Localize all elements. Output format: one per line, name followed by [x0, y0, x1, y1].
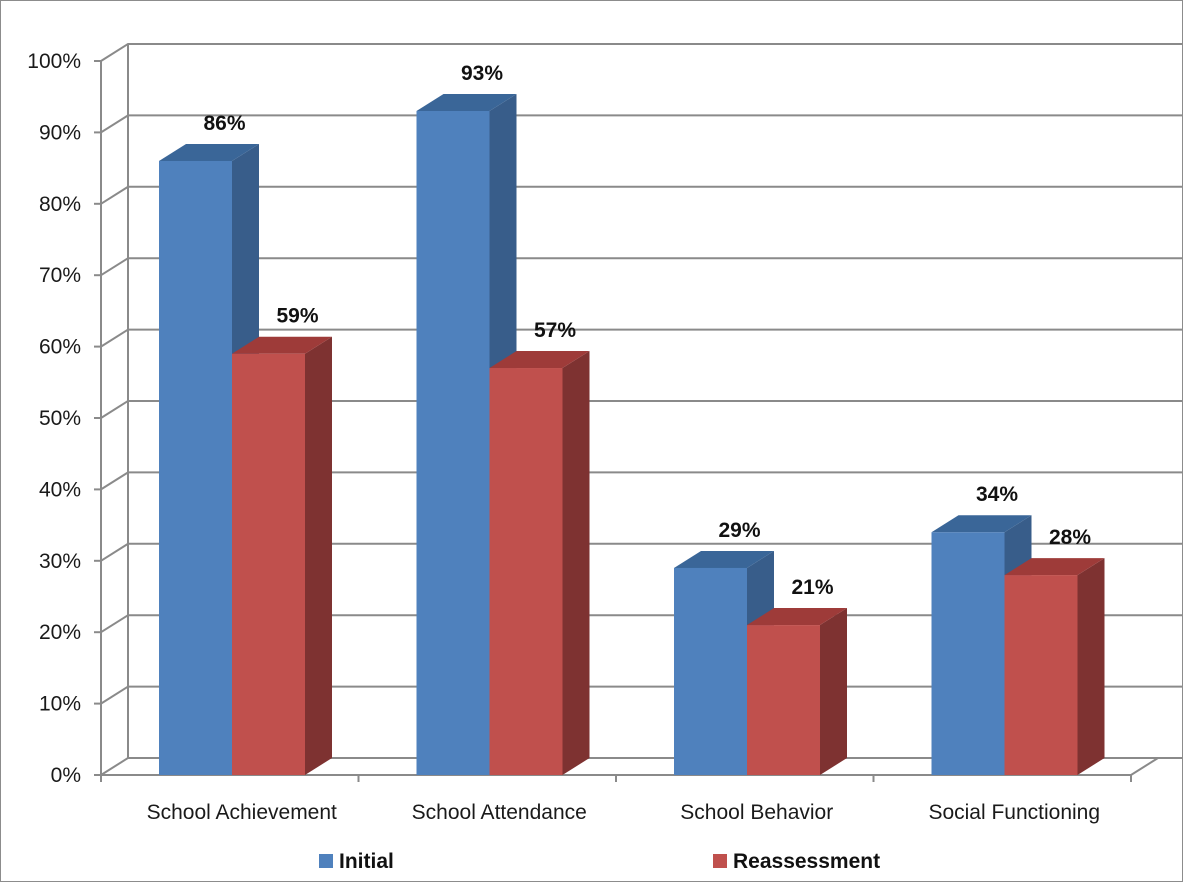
bar-top — [232, 336, 332, 354]
category-label: School Achievement — [147, 801, 337, 824]
bar-top — [747, 608, 847, 626]
y-tick-label: 0% — [51, 764, 81, 787]
data-labels: 86% 59% 93% 57% 29% 21% 34% 28% — [203, 62, 1091, 599]
category-label: School Attendance — [412, 801, 587, 824]
legend-label: Reassessment — [733, 850, 880, 873]
bar — [489, 368, 563, 775]
data-label: 59% — [276, 305, 318, 328]
bar-top — [1004, 558, 1105, 576]
data-label: 93% — [461, 62, 503, 85]
y-tick-label: 60% — [39, 336, 81, 359]
bar — [159, 160, 232, 775]
gridline — [100, 114, 1182, 134]
bar-top — [674, 550, 774, 568]
bar-top — [931, 515, 1032, 533]
y-axis-ticks: 0% 10% 20% 30% 40% 50% 60% 70% 80% 90% 100% — [27, 50, 101, 787]
bar — [232, 353, 305, 775]
bar-side — [305, 336, 332, 775]
category-label: Social Functioning — [928, 801, 1100, 824]
legend-label: Initial — [339, 850, 394, 873]
y-tick-label: 20% — [39, 621, 81, 644]
data-label: 57% — [534, 319, 576, 342]
data-label: 29% — [718, 519, 760, 542]
bar-top — [159, 143, 259, 161]
y-tick-label: 30% — [39, 550, 81, 573]
gridline — [100, 328, 1182, 348]
bar-side — [562, 351, 590, 775]
y-tick-label: 100% — [27, 50, 81, 73]
bars — [159, 93, 1105, 776]
legend-swatch — [713, 854, 727, 868]
y-tick-label: 10% — [39, 693, 81, 716]
gridline — [100, 471, 1182, 491]
gridline — [100, 43, 1182, 62]
bar-top — [489, 351, 590, 369]
bar — [674, 567, 747, 775]
y-tick-label: 50% — [39, 407, 81, 430]
bar — [931, 532, 1005, 775]
gridline — [100, 257, 1182, 277]
legend: Initial Reassessment — [319, 850, 880, 873]
data-label: 21% — [791, 576, 833, 599]
data-label: 34% — [976, 483, 1018, 506]
y-tick-label: 70% — [39, 264, 81, 287]
bar — [747, 625, 820, 775]
data-label: 86% — [203, 112, 245, 135]
bar — [416, 110, 490, 776]
category-labels: School Achievement School Attendance Schoo… — [147, 801, 1100, 824]
bar-side — [1077, 558, 1105, 775]
gridlines — [100, 43, 1182, 776]
bar — [1004, 575, 1078, 775]
bar-top — [416, 93, 517, 111]
y-tick-label: 90% — [39, 121, 81, 144]
legend-swatch — [319, 854, 333, 868]
y-tick-label: 40% — [39, 478, 81, 501]
bar-side — [820, 608, 847, 775]
gridline — [100, 542, 1182, 562]
y-tick-label: 80% — [39, 193, 81, 216]
gridline — [100, 185, 1182, 205]
gridline — [100, 400, 1182, 419]
data-label: 28% — [1049, 526, 1091, 549]
category-label: School Behavior — [680, 801, 833, 824]
